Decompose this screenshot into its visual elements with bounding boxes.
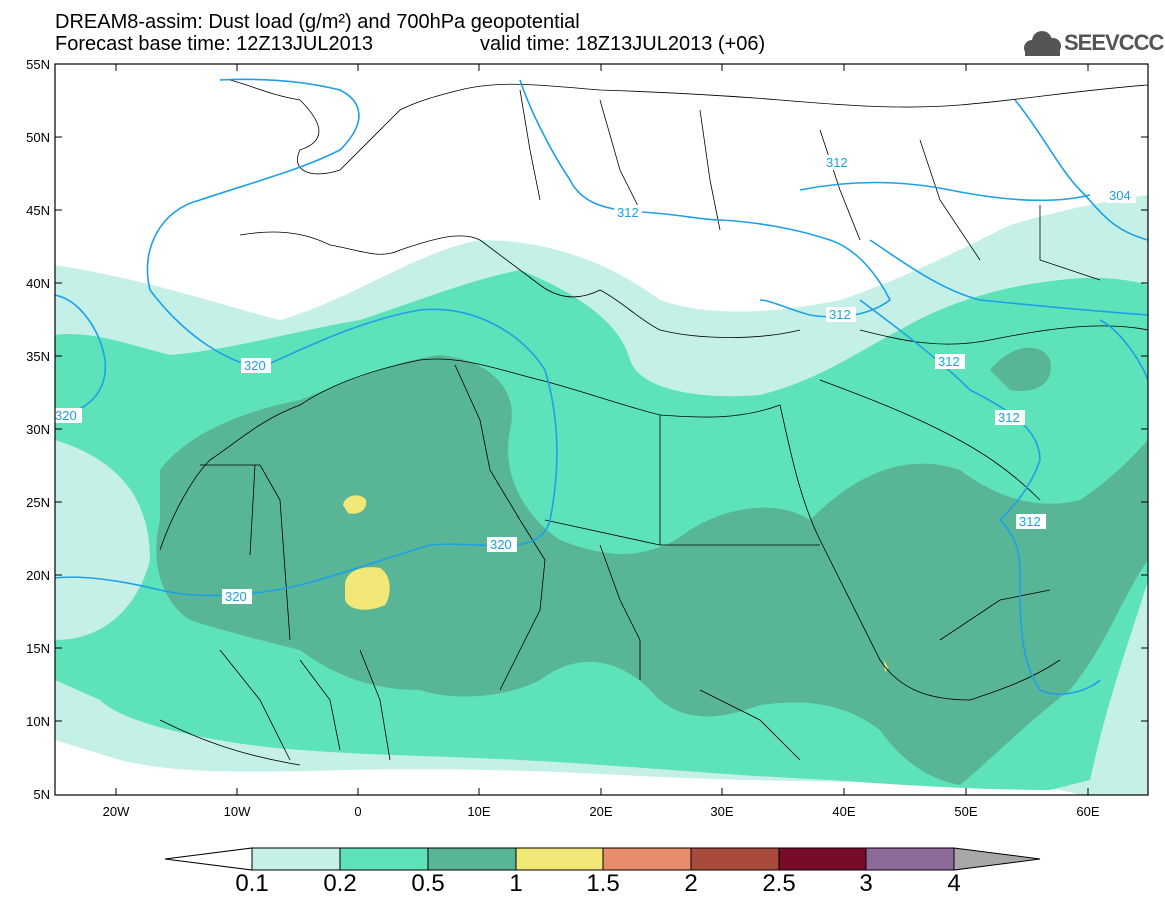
lon-label: 30E — [710, 804, 734, 819]
colorbar-swatch — [865, 847, 955, 871]
forecast-base-time: Forecast base time: 12Z13JUL2013 — [55, 33, 373, 55]
lat-label: 5N — [33, 787, 50, 802]
colorbar-label: 1 — [509, 870, 523, 897]
dust-level-0.5-area — [156, 355, 1148, 785]
lon-label: 20W — [102, 804, 130, 819]
colorbar-left-arrow — [164, 847, 253, 871]
contour-label: 312 — [829, 307, 851, 322]
contour-label: 320 — [244, 358, 266, 373]
colorbar-label: 4 — [947, 870, 961, 897]
contour-labels: 312 312 304 320 320 312 312 312 320 320 … — [55, 155, 1136, 604]
dust-level-1-area — [345, 567, 390, 610]
colorbar-swatch — [690, 847, 780, 871]
colorbar-label: 0.5 — [411, 870, 445, 897]
lat-label: 40N — [26, 276, 50, 291]
colorbar-swatch — [427, 847, 517, 871]
contour-label: 312 — [938, 354, 960, 369]
colorbar-swatch — [339, 847, 429, 871]
lat-label: 20N — [26, 568, 50, 583]
logo-text: SEEVCCC — [1064, 30, 1164, 55]
contour-label: 312 — [998, 410, 1020, 425]
lat-label: 10N — [26, 714, 50, 729]
lon-label: 50E — [954, 804, 978, 819]
lon-label: 40E — [832, 804, 856, 819]
valid-time: valid time: 18Z13JUL2013 (+06) — [480, 33, 766, 55]
colorbar-label: 2.5 — [762, 870, 796, 897]
lat-label: 50N — [26, 130, 50, 145]
colorbar-label: 0.1 — [235, 870, 269, 897]
lon-label: 60E — [1076, 804, 1100, 819]
colorbar — [164, 847, 1041, 871]
lat-label: 45N — [26, 203, 50, 218]
colorbar-swatch — [515, 847, 604, 871]
lat-label: 15N — [26, 641, 50, 656]
lat-label: 55N — [26, 57, 50, 72]
lat-label: 25N — [26, 495, 50, 510]
contour-label: 312 — [1019, 514, 1041, 529]
map-title: DREAM8-assim: Dust load (g/m²) and 700hP… — [55, 11, 580, 33]
cloud-icon — [1024, 31, 1061, 56]
lon-label: 10E — [467, 804, 491, 819]
contour-label: 320 — [490, 537, 512, 552]
colorbar-label: 2 — [684, 870, 698, 897]
contour-label: 320 — [55, 408, 77, 423]
colorbar-swatch — [251, 847, 341, 871]
contour-label: 312 — [617, 205, 639, 220]
lat-label: 30N — [26, 422, 50, 437]
lat-label: 35N — [26, 349, 50, 364]
colorbar-label: 1.5 — [586, 870, 620, 897]
colorbar-right-arrow — [953, 847, 1041, 871]
contour-label: 312 — [826, 155, 848, 170]
contour-label: 320 — [225, 589, 247, 604]
colorbar-label: 0.2 — [323, 870, 357, 897]
country-borders — [159, 79, 1148, 766]
lon-label: 20E — [589, 804, 613, 819]
lon-label: 0 — [354, 804, 362, 819]
lon-label: 10W — [223, 804, 251, 819]
axis-ticks — [55, 63, 1148, 795]
contour-label: 304 — [1109, 188, 1131, 203]
colorbar-swatch — [602, 847, 692, 871]
colorbar-swatch — [778, 847, 867, 871]
colorbar-label: 3 — [859, 870, 873, 897]
